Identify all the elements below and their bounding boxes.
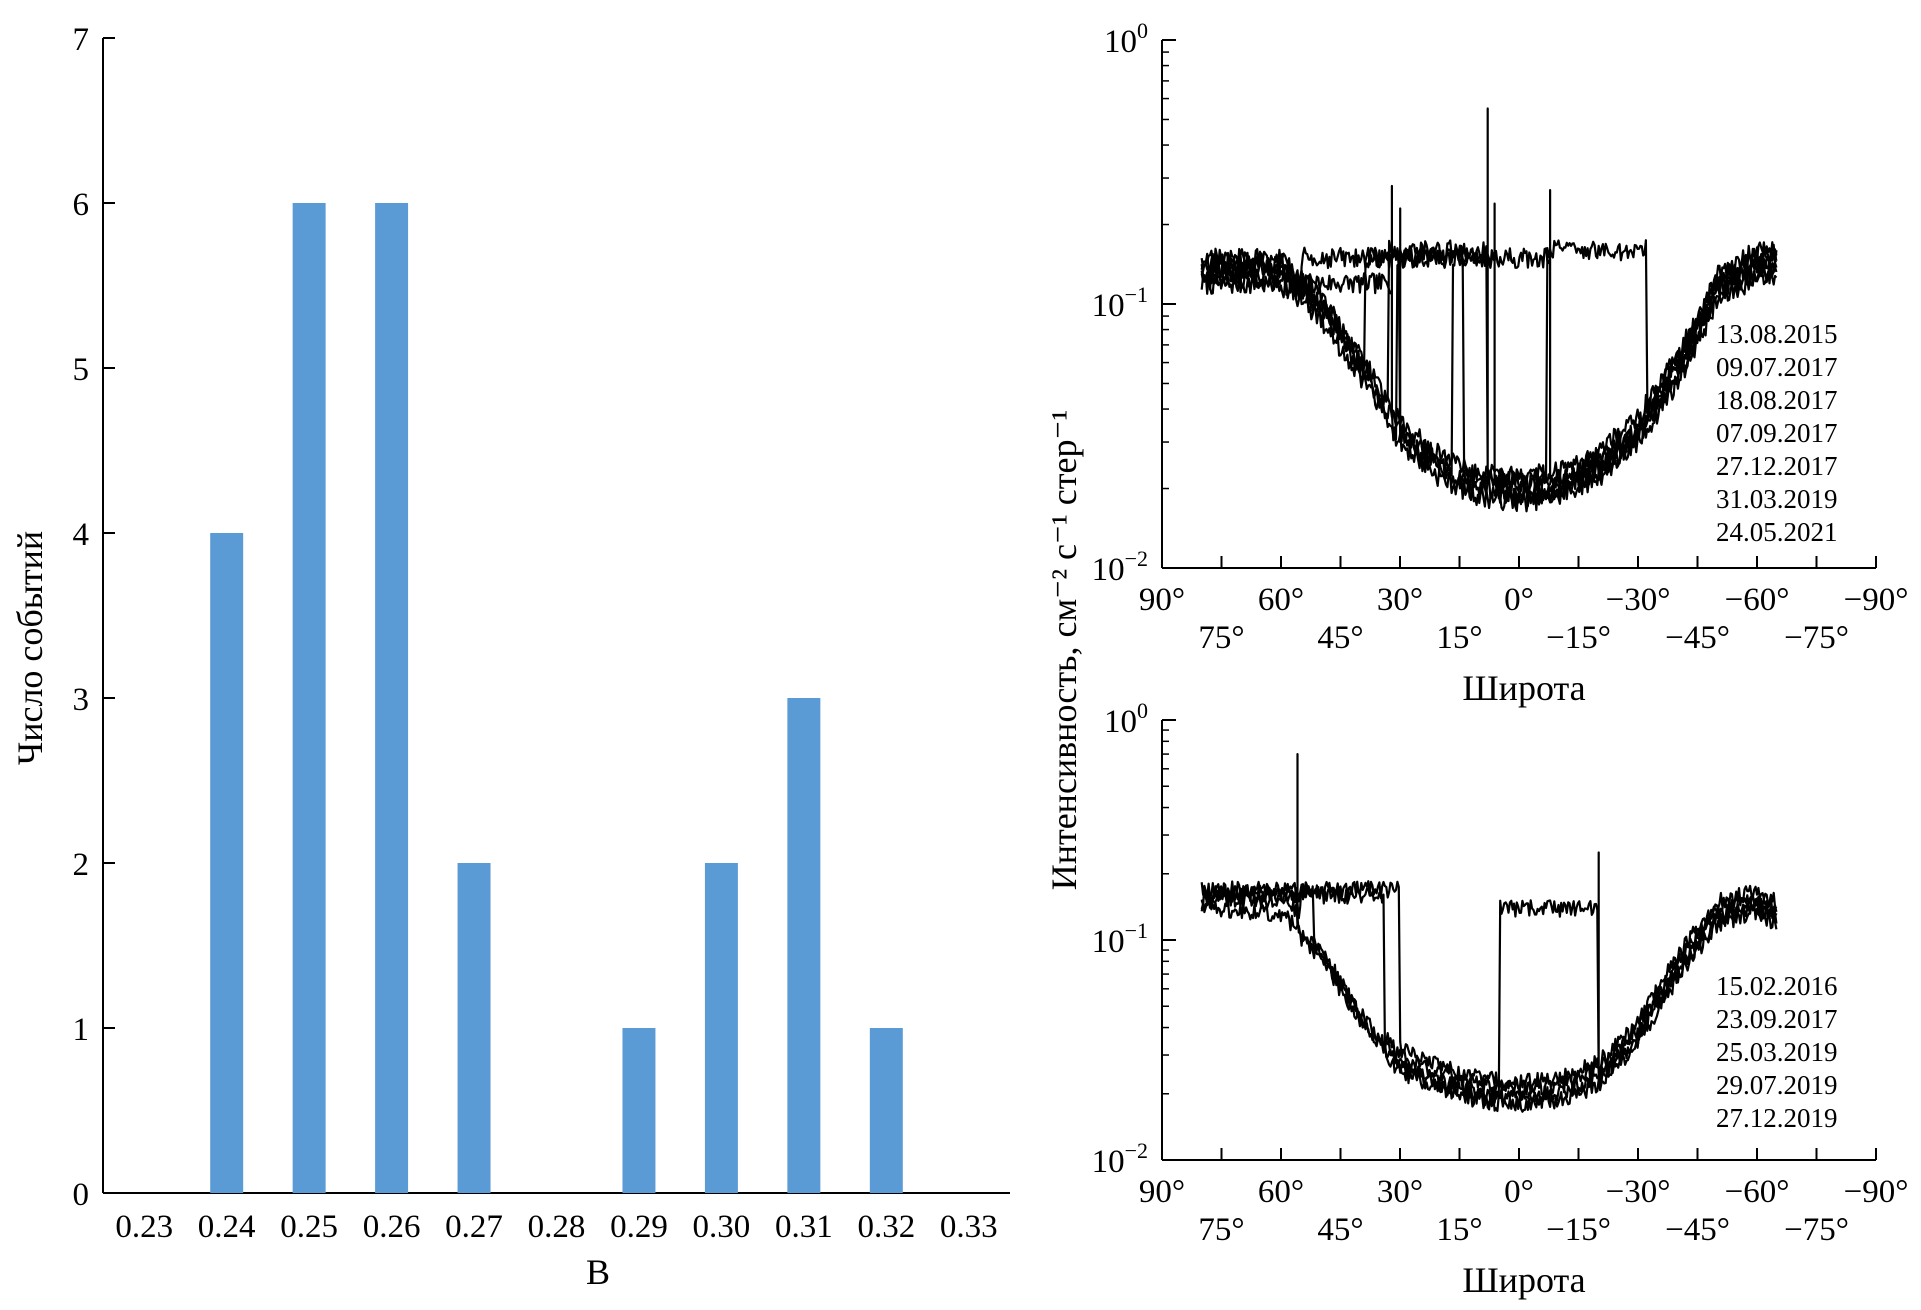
y-tick-label: 10−1: [1092, 918, 1148, 960]
histogram-bar: [869, 1028, 903, 1193]
histogram-x-tick-label: 0.24: [198, 1209, 256, 1245]
x-tick-label-upper: 30°: [1377, 1174, 1423, 1210]
x-tick-label-upper: −30°: [1606, 582, 1671, 618]
x-tick-label-upper: 0°: [1504, 582, 1534, 618]
x-tick-label-lower: 15°: [1436, 620, 1482, 656]
x-tick-label-upper: −90°: [1844, 1174, 1909, 1210]
x-tick-label-upper: 60°: [1258, 1174, 1304, 1210]
histogram-y-tick-label: 1: [73, 1012, 90, 1048]
histogram-bar: [704, 863, 738, 1193]
y-tick-label: 10−2: [1092, 546, 1148, 588]
series-line: [1200, 880, 1778, 1092]
latitude-profile-bottom: 100 10−1 10−290° 60° 30° 0° −30° −60° −90° 75° 45°…: [1092, 698, 1909, 1300]
x-tick-label-upper: 0°: [1504, 1174, 1534, 1210]
histogram-y-tick-label: 5: [73, 352, 90, 388]
x-tick-label-upper: −60°: [1725, 1174, 1790, 1210]
legend-entry: 27.12.2019: [1716, 1103, 1838, 1133]
histogram-y-tick-label: 7: [73, 22, 90, 58]
x-tick-label-lower: −75°: [1784, 620, 1849, 656]
histogram-x-tick-label: 0.23: [115, 1209, 173, 1245]
intensity-y-axis-label: Интенсивность, см⁻² с⁻¹ стер⁻¹: [1044, 410, 1084, 891]
histogram-x-tick-label: 0.25: [280, 1209, 338, 1245]
histogram-bars: [210, 203, 903, 1193]
histogram-bar: [787, 698, 821, 1193]
series-line: [1200, 851, 1778, 1107]
legend-entry: 31.03.2019: [1716, 484, 1838, 514]
histogram-x-tick-label: 0.29: [610, 1209, 668, 1245]
series-line: [1200, 239, 1778, 491]
top-axes: 100 10−1 10−290° 60° 30° 0° −30° −60° −90° 75° 45°…: [1092, 18, 1909, 656]
x-tick-label-upper: −90°: [1844, 582, 1909, 618]
histogram-x-tick-label: 0.31: [775, 1209, 833, 1245]
histogram-chart: 0 1 2 3 4 5 6 7 0.23 0.24 0.25 0.26 0.27 0.28 0.29 0.30…: [10, 22, 1010, 1292]
y-tick-label: 10−2: [1092, 1138, 1148, 1180]
legend-entry: 13.08.2015: [1716, 319, 1838, 349]
x-tick-label-lower: −45°: [1665, 1212, 1730, 1248]
histogram-x-tick-label: 0.30: [693, 1209, 751, 1245]
x-tick-label-lower: −45°: [1665, 620, 1730, 656]
top-x-axis-label: Широта: [1462, 668, 1585, 708]
histogram-x-tick-label: 0.27: [445, 1209, 503, 1245]
x-tick-label-lower: −15°: [1546, 1212, 1611, 1248]
series-line: [1200, 189, 1778, 494]
histogram-bar: [457, 863, 491, 1193]
x-tick-label-upper: −60°: [1725, 582, 1790, 618]
series-line: [1200, 885, 1778, 1100]
histogram-bar: [292, 203, 326, 1193]
histogram-x-tick-label: 0.26: [363, 1209, 421, 1245]
legend-entry: 18.08.2017: [1716, 385, 1838, 415]
y-tick-label: 100: [1104, 698, 1148, 740]
histogram-bar: [375, 203, 409, 1193]
legend-entry: 09.07.2017: [1716, 352, 1838, 382]
histogram-y-tick-label: 6: [73, 187, 90, 223]
bottom-series-lines: [1200, 753, 1778, 1113]
x-tick-label-upper: −30°: [1606, 1174, 1671, 1210]
legend-entry: 07.09.2017: [1716, 418, 1838, 448]
legend-entry: 23.09.2017: [1716, 1004, 1838, 1034]
x-tick-label-lower: 45°: [1317, 1212, 1363, 1248]
legend-entry: 29.07.2019: [1716, 1070, 1838, 1100]
x-tick-label-lower: 45°: [1317, 620, 1363, 656]
x-tick-label-lower: −15°: [1546, 620, 1611, 656]
y-tick-label: 100: [1104, 18, 1148, 60]
histogram-y-tick-label: 3: [73, 682, 90, 718]
histogram-bar: [210, 533, 244, 1193]
legend-entry: 27.12.2017: [1716, 451, 1838, 481]
x-tick-label-upper: 90°: [1139, 582, 1185, 618]
x-tick-label-upper: 90°: [1139, 1174, 1185, 1210]
histogram-y-tick-label: 2: [73, 847, 90, 883]
histogram-x-tick-label: 0.32: [857, 1209, 915, 1245]
histogram-axes: 0 1 2 3 4 5 6 7 0.23 0.24 0.25 0.26 0.27 0.28 0.29 0.30…: [73, 22, 1010, 1245]
histogram-x-tick-label: 0.33: [940, 1209, 998, 1245]
bottom-legend: 15.02.201623.09.201725.03.201929.07.2019…: [1716, 971, 1838, 1133]
histogram-y-tick-label: 0: [73, 1177, 90, 1213]
x-tick-label-lower: −75°: [1784, 1212, 1849, 1248]
legend-entry: 25.03.2019: [1716, 1037, 1838, 1067]
bottom-axes: 100 10−1 10−290° 60° 30° 0° −30° −60° −90° 75° 45°…: [1092, 698, 1909, 1248]
histogram-x-axis-label: B: [586, 1252, 610, 1292]
top-legend: 13.08.201509.07.201718.08.201707.09.2017…: [1716, 319, 1838, 547]
bottom-x-axis-label: Широта: [1462, 1260, 1585, 1300]
x-tick-label-lower: 15°: [1436, 1212, 1482, 1248]
top-series-lines: [1200, 107, 1778, 513]
histogram-x-tick-label: 0.28: [528, 1209, 586, 1245]
x-tick-label-upper: 60°: [1258, 582, 1304, 618]
legend-entry: 15.02.2016: [1716, 971, 1838, 1001]
y-tick-label: 10−1: [1092, 282, 1148, 324]
series-line: [1201, 246, 1778, 496]
histogram-y-tick-label: 4: [73, 517, 90, 553]
x-tick-label-lower: 75°: [1198, 1212, 1244, 1248]
legend-entry: 24.05.2021: [1716, 517, 1838, 547]
histogram-y-axis-label: Число событий: [10, 531, 50, 765]
latitude-profile-top: 100 10−1 10−290° 60° 30° 0° −30° −60° −90° 75° 45°…: [1092, 18, 1909, 708]
x-tick-label-lower: 75°: [1198, 620, 1244, 656]
x-tick-label-upper: 30°: [1377, 582, 1423, 618]
histogram-bar: [622, 1028, 656, 1193]
